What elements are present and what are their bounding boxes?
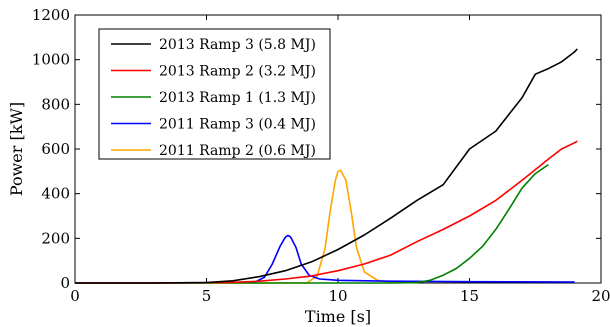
y-tick-label: 0 bbox=[60, 274, 70, 292]
legend-frame bbox=[98, 28, 331, 160]
y-tick-label: 800 bbox=[41, 95, 70, 113]
series-line-4 bbox=[75, 169, 417, 284]
series-line-3 bbox=[74, 234, 575, 284]
legend: 2013 Ramp 3 (5.8 MJ) 2013 Ramp 2 (3.2 MJ)… bbox=[98, 28, 331, 160]
y-tick-label: 600 bbox=[41, 140, 70, 158]
y-tick-label: 400 bbox=[41, 185, 70, 203]
legend-label: 2011 Ramp 3 (0.4 MJ) bbox=[159, 117, 316, 133]
legend-label: 2011 Ramp 2 (0.6 MJ) bbox=[159, 143, 316, 159]
y-tick-label: 1200 bbox=[32, 6, 70, 24]
y-tick-label: 200 bbox=[41, 229, 70, 247]
series-line-1 bbox=[75, 140, 578, 284]
x-tick-label: 20 bbox=[591, 287, 610, 305]
legend-label: 2013 Ramp 1 (1.3 MJ) bbox=[159, 90, 316, 106]
legend-label: 2013 Ramp 3 (5.8 MJ) bbox=[159, 37, 316, 53]
legend-label: 2013 Ramp 2 (3.2 MJ) bbox=[159, 64, 316, 80]
y-tick-label: 1000 bbox=[32, 51, 70, 69]
series-line-2 bbox=[75, 163, 549, 284]
x-tick-label: 10 bbox=[328, 287, 347, 305]
series-lines bbox=[74, 48, 578, 284]
series-line-0 bbox=[75, 48, 578, 284]
x-axis-label: Time [s] bbox=[305, 307, 371, 326]
x-tick-label: 5 bbox=[202, 287, 212, 305]
x-tick-label: 15 bbox=[460, 287, 479, 305]
y-axis-label: Power [kW] bbox=[7, 102, 26, 196]
x-tick-label: 0 bbox=[70, 287, 80, 305]
